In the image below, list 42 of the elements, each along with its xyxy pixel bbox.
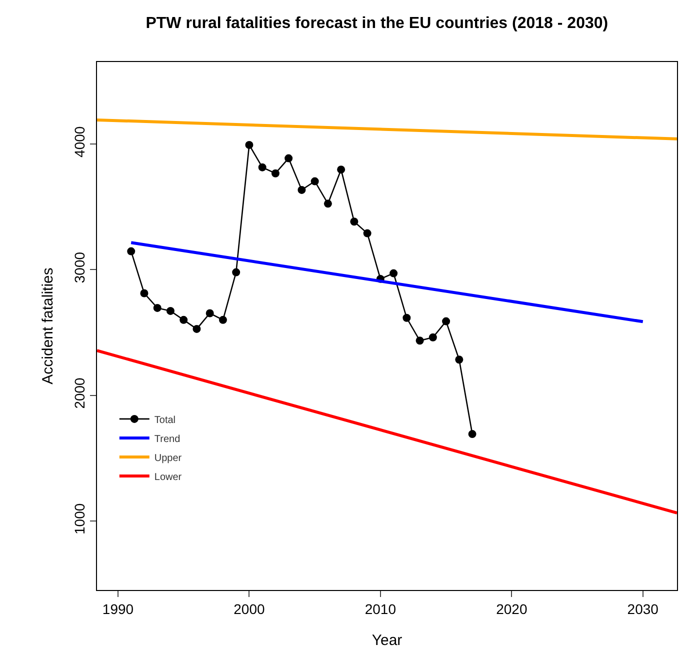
- point: [310, 177, 319, 186]
- point: [363, 229, 372, 238]
- point: [455, 356, 464, 364]
- legend-label: Trend: [154, 434, 180, 445]
- legend-label: Total: [154, 414, 176, 426]
- x-tick-label: 2010: [364, 600, 396, 617]
- y-tick-label: 3000: [71, 252, 88, 284]
- point: [402, 314, 411, 322]
- point: [180, 316, 188, 324]
- x-tick-label: 1990: [102, 600, 134, 617]
- point: [390, 269, 398, 278]
- x-tick-label: 2030: [627, 600, 659, 617]
- x-axis-title: Year: [372, 632, 402, 649]
- point: [298, 186, 306, 194]
- x-tick-label: 2020: [496, 600, 528, 617]
- point: [206, 309, 214, 318]
- point: [416, 336, 424, 345]
- point: [245, 140, 254, 149]
- point: [271, 169, 280, 178]
- point: [337, 166, 346, 174]
- point: [127, 247, 136, 256]
- point: [153, 304, 162, 312]
- y-axis-title: Accident fatalities: [40, 268, 57, 384]
- point: [258, 163, 266, 172]
- point: [428, 333, 437, 342]
- point: [218, 316, 227, 324]
- point: [350, 218, 358, 226]
- y-tick-label: 4000: [71, 126, 88, 158]
- x-tick-label: 2000: [234, 600, 265, 617]
- point: [140, 289, 148, 298]
- legend-label: Lower: [154, 472, 182, 483]
- point: [166, 306, 174, 315]
- point: [192, 324, 201, 333]
- y-tick-label: 1000: [71, 503, 88, 534]
- point: [324, 200, 332, 208]
- point: [442, 317, 450, 326]
- point: [284, 154, 293, 162]
- point: [468, 430, 476, 438]
- legend-label: Upper: [154, 452, 182, 464]
- point: [232, 268, 240, 276]
- chart-title: PTW rural fatalities forecast in the EU countries (2018 - 2030): [146, 14, 608, 32]
- y-tick-label: 2000: [71, 377, 88, 409]
